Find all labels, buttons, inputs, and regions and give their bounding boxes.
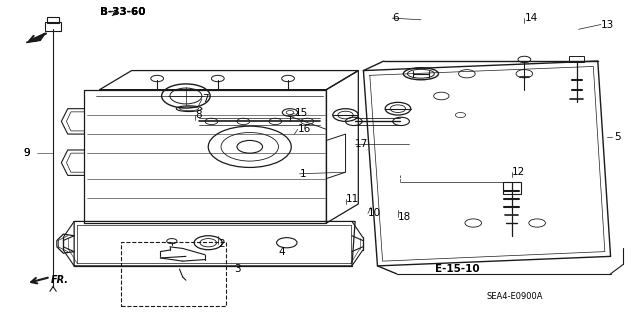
Text: 6: 6 xyxy=(392,13,399,23)
Text: 12: 12 xyxy=(511,167,525,177)
Text: B-33-60: B-33-60 xyxy=(100,7,145,17)
Text: 5: 5 xyxy=(614,132,620,142)
Text: 10: 10 xyxy=(368,209,381,219)
Text: 9: 9 xyxy=(23,148,29,158)
Text: SEA4-E0900A: SEA4-E0900A xyxy=(486,292,543,301)
Text: 7: 7 xyxy=(202,94,209,104)
Text: 4: 4 xyxy=(278,247,285,256)
Text: 2: 2 xyxy=(218,239,225,249)
Text: E-15-10: E-15-10 xyxy=(435,264,479,274)
Text: 13: 13 xyxy=(601,19,614,30)
Text: 8: 8 xyxy=(195,110,202,120)
Text: 3: 3 xyxy=(234,264,241,274)
Bar xyxy=(502,182,520,195)
Bar xyxy=(569,56,584,62)
Text: B-33-60: B-33-60 xyxy=(100,7,145,17)
Text: 1: 1 xyxy=(300,169,306,179)
Bar xyxy=(121,242,226,306)
Text: 9: 9 xyxy=(23,148,29,158)
Text: 17: 17 xyxy=(355,139,369,149)
Text: 18: 18 xyxy=(398,212,411,222)
Bar xyxy=(45,22,61,31)
Text: 11: 11 xyxy=(346,194,359,204)
Text: 16: 16 xyxy=(298,124,311,134)
Polygon shape xyxy=(26,33,45,43)
Text: 14: 14 xyxy=(524,13,538,23)
Bar xyxy=(47,17,59,23)
Text: FR.: FR. xyxy=(51,275,68,285)
Text: 15: 15 xyxy=(294,108,308,118)
